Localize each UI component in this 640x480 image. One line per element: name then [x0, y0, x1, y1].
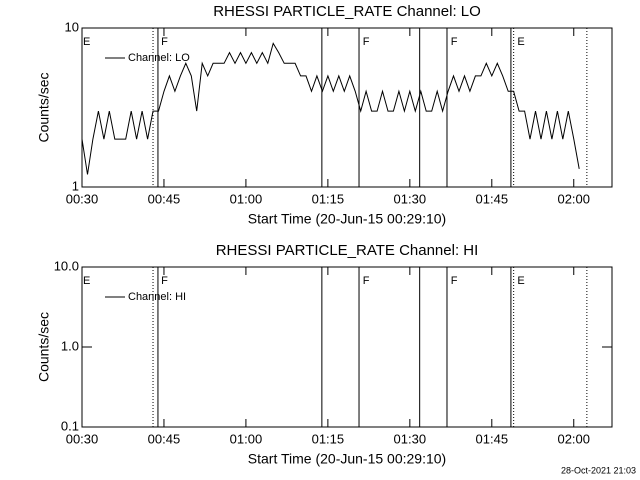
- y-axis-label: Counts/sec: [36, 312, 52, 382]
- flag-label: F: [161, 275, 168, 287]
- flag-label: F: [451, 36, 458, 48]
- flag-label: F: [451, 275, 458, 287]
- y-tick-label: 1: [72, 178, 79, 193]
- x-tick-label: 00:30: [66, 431, 99, 446]
- y-tick-label: 10: [65, 19, 79, 34]
- flag-label: F: [161, 36, 168, 48]
- x-tick-label: 01:45: [476, 191, 509, 206]
- x-tick-label: 01:30: [394, 431, 427, 446]
- y-tick-label: 0.1: [61, 418, 79, 433]
- x-axis-label: Start Time (20-Jun-15 00:29:10): [248, 211, 446, 227]
- x-tick-label: 02:00: [557, 191, 590, 206]
- flag-label: E: [517, 36, 524, 48]
- chart-title: RHESSI PARTICLE_RATE Channel: HI: [216, 242, 479, 259]
- x-tick-label: 01:15: [312, 431, 345, 446]
- x-tick-label: 02:00: [557, 431, 590, 446]
- y-tick-label: 1.0: [61, 338, 79, 353]
- x-tick-label: 01:30: [394, 191, 427, 206]
- chart-title: RHESSI PARTICLE_RATE Channel: LO: [213, 3, 481, 20]
- x-tick-label: 01:00: [230, 431, 263, 446]
- flag-label: E: [83, 36, 90, 48]
- y-tick-label: 10.0: [54, 258, 79, 273]
- footer: 28-Oct-2021 21:03: [561, 465, 636, 475]
- y-axis-label: Counts/sec: [36, 72, 52, 142]
- flag-label: F: [363, 275, 370, 287]
- flag-label: E: [83, 275, 90, 287]
- x-tick-label: 01:45: [476, 431, 509, 446]
- x-tick-label: 01:15: [312, 191, 345, 206]
- flag-label: F: [363, 36, 370, 48]
- x-tick-label: 00:45: [148, 191, 181, 206]
- plot-frame: [81, 27, 613, 188]
- legend-label: Channel: HI: [128, 291, 186, 303]
- x-tick-label: 01:00: [230, 191, 263, 206]
- legend-label: Channel: LO: [128, 52, 190, 64]
- flag-label: E: [517, 275, 524, 287]
- x-tick-label: 00:45: [148, 431, 181, 446]
- data-line: [81, 42, 580, 175]
- x-tick-label: 00:30: [66, 191, 99, 206]
- x-axis-label: Start Time (20-Jun-15 00:29:10): [248, 451, 446, 467]
